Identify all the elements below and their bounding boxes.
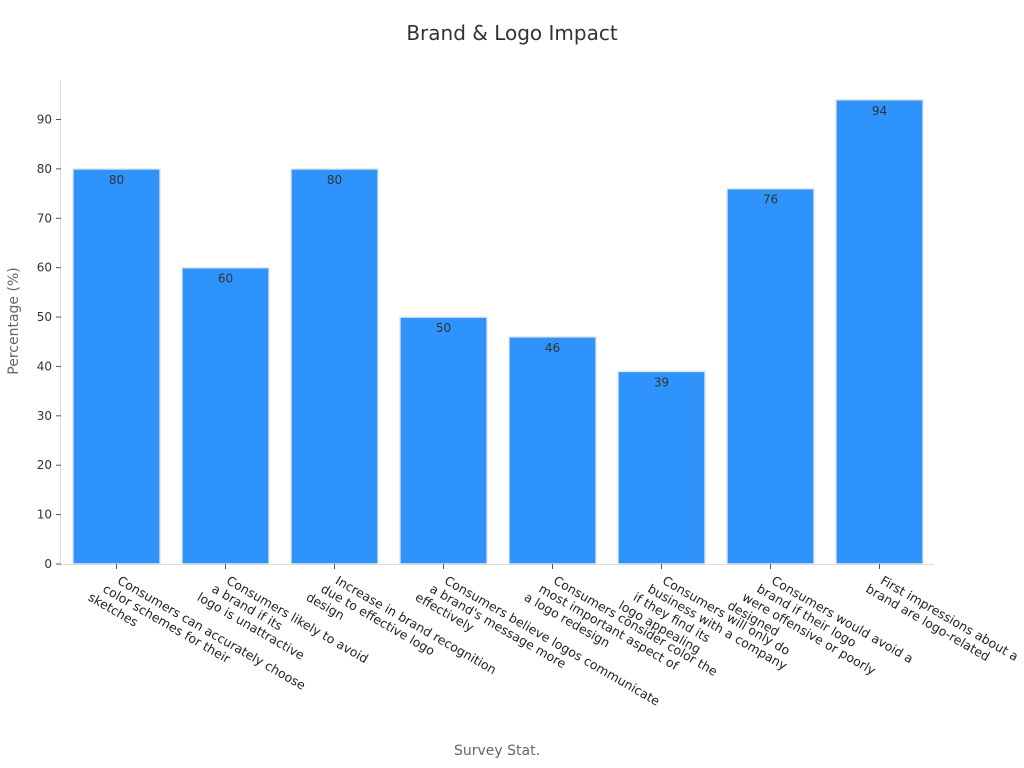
chart-title: Brand & Logo Impact — [406, 21, 618, 45]
y-tick-label: 0 — [44, 557, 52, 571]
bar[interactable] — [726, 187, 815, 565]
y-tick-label: 20 — [37, 458, 52, 472]
bar[interactable] — [508, 336, 597, 565]
y-tick-label: 40 — [37, 359, 52, 373]
y-tick-label: 80 — [37, 162, 52, 176]
bar[interactable] — [290, 168, 379, 565]
bar-value-label: 46 — [545, 341, 560, 355]
bar[interactable] — [399, 316, 488, 565]
x-tick-label: First impressions about abrand are logo-… — [863, 568, 1021, 676]
x-axis-label: Survey Stat. — [454, 743, 540, 759]
bar-value-label: 60 — [218, 272, 233, 286]
axes-group — [60, 80, 934, 565]
y-tick-label: 30 — [37, 409, 52, 423]
y-tick-label: 10 — [37, 508, 52, 522]
bar[interactable] — [72, 168, 161, 565]
y-axis-label: Percentage (%) — [6, 267, 22, 374]
bar-value-label: 80 — [109, 173, 124, 187]
y-ticks-group: 0 10 20 30 40 50 60 70 80 90 — [37, 113, 61, 571]
bar[interactable] — [835, 99, 924, 565]
bar-value-label: 39 — [654, 375, 669, 389]
y-tick-label: 50 — [37, 310, 52, 324]
x-tick-labels-group: Consumers can accurately choosecolor sch… — [86, 564, 1021, 709]
bar-value-label: 76 — [763, 193, 778, 207]
bar-value-label: 94 — [872, 104, 887, 118]
y-tick-label: 60 — [37, 261, 52, 275]
bar[interactable] — [181, 266, 270, 565]
bar[interactable] — [617, 370, 706, 565]
y-tick-label: 90 — [37, 113, 52, 127]
bar-value-label: 80 — [327, 173, 342, 187]
y-tick-label: 70 — [37, 211, 52, 225]
bar-value-label: 50 — [436, 321, 451, 335]
bars-group: 80 60 80 50 46 39 76 94 — [72, 99, 924, 565]
